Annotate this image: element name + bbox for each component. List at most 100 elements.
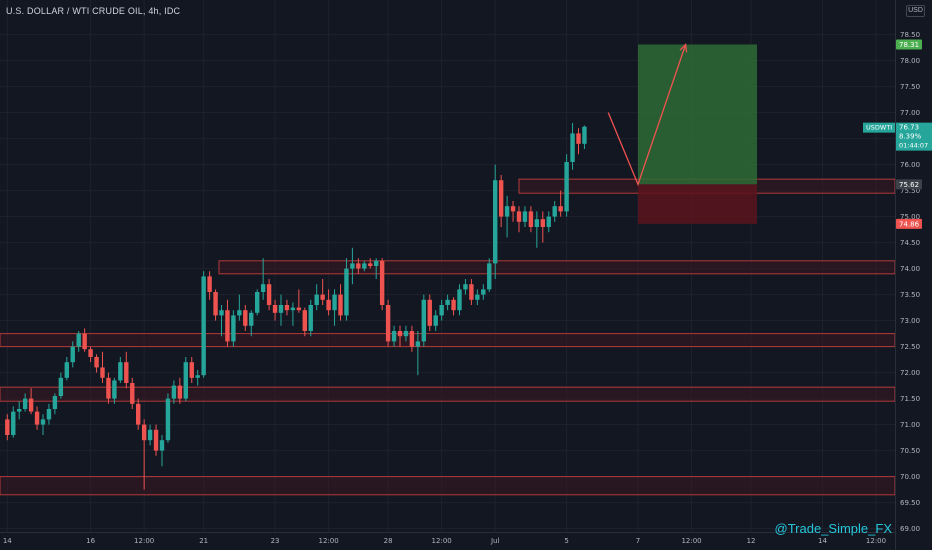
time-axis-tick: 7 [636, 537, 640, 545]
price-label-box [896, 39, 922, 50]
time-axis-tick: 12:00 [134, 537, 154, 545]
candle-body [368, 263, 373, 266]
candle-body [255, 292, 260, 313]
candle-body [570, 133, 575, 162]
price-axis-tick: 73.00 [900, 317, 920, 325]
candle-body [189, 362, 194, 378]
candle-body [391, 331, 397, 342]
candle-body [213, 292, 218, 316]
time-axis-tick: 12:00 [866, 537, 886, 545]
candle-body [326, 299, 331, 311]
candle-body [171, 385, 177, 399]
candle-body [546, 216, 551, 227]
price-label-box [896, 179, 922, 190]
candle-body [510, 206, 516, 212]
candle-body [28, 398, 34, 412]
candle-body [516, 211, 522, 222]
candle-body [153, 429, 159, 451]
symbol-tag-text: USDWTI [866, 124, 892, 132]
candle-body [100, 367, 105, 378]
candle-body [243, 310, 248, 326]
candle-body [219, 310, 224, 316]
loss-zone [638, 184, 757, 224]
candle-body [249, 312, 254, 326]
candle-body [11, 411, 16, 435]
candle-body [445, 299, 450, 305]
candle-body [296, 307, 302, 311]
candle-body [475, 294, 480, 300]
candle-body [165, 398, 171, 441]
candle-body [433, 315, 438, 326]
candle-body [106, 377, 111, 399]
candle-body [34, 411, 40, 425]
candle-body [338, 294, 343, 316]
candle-body [558, 206, 563, 212]
price-axis-tick: 71.00 [900, 421, 920, 429]
candle-body [421, 299, 426, 342]
candle-body [260, 284, 266, 292]
candle-body [493, 180, 498, 264]
watermark-text: @Trade_Simple_FX [774, 521, 892, 536]
support-resistance-zone [0, 476, 896, 496]
time-axis-tick: 12:00 [319, 537, 339, 545]
time-axis-tick: 28 [384, 537, 393, 545]
candle-body [540, 219, 545, 227]
candle-body [451, 299, 456, 311]
price-axis-tick: 78.00 [900, 57, 920, 65]
candle-body [374, 260, 379, 266]
bar-countdown: 01:44:07 [899, 142, 928, 150]
price-axis-tick: 71.50 [900, 395, 920, 403]
candle-body [487, 263, 492, 290]
candle-body [52, 396, 58, 409]
candle-body [58, 377, 64, 396]
currency-badge[interactable]: USD [906, 5, 925, 17]
candle-body [332, 294, 337, 311]
candle-body [403, 331, 409, 337]
candle-body [481, 289, 486, 295]
support-resistance-zone [0, 333, 896, 348]
candle-body [439, 305, 444, 316]
candle-body [177, 385, 183, 399]
time-axis-tick: 23 [271, 537, 280, 545]
symbol-title[interactable]: U.S. DOLLAR / WTI CRUDE OIL, 4h, IDC [6, 6, 181, 16]
candle-body [159, 440, 165, 451]
candle-body [397, 331, 403, 337]
candle-body [147, 429, 153, 441]
candle-body [272, 305, 278, 313]
candle-body [225, 310, 230, 342]
price-axis: 78.5078.0077.5077.0076.5076.0075.5075.00… [900, 31, 920, 533]
candle-body [409, 331, 415, 347]
candle-body [314, 294, 319, 305]
candle-body [362, 263, 367, 269]
candle-body [195, 375, 200, 378]
candle-body [141, 424, 147, 441]
time-axis-tick: Jul [490, 537, 500, 545]
candle-body [70, 346, 75, 363]
candle-body [344, 268, 349, 316]
candle-body [40, 419, 46, 425]
candle-body [266, 284, 272, 305]
candle-body [522, 211, 528, 222]
candle-body [207, 276, 212, 292]
candle-body [5, 419, 10, 435]
candle-body [124, 362, 129, 383]
candle-body [350, 263, 355, 269]
price-axis-tick: 77.50 [900, 83, 920, 91]
candle-body [498, 180, 504, 217]
candle-body [112, 380, 117, 399]
time-axis-tick: 16 [86, 537, 95, 545]
candle-body [385, 305, 391, 342]
price-axis-tick: 76.00 [900, 161, 920, 169]
candle-body [290, 307, 296, 311]
price-axis-tick: 78.50 [900, 31, 920, 39]
price-label-text: 78.31 [899, 41, 919, 49]
candle-body [94, 357, 99, 368]
time-axis-tick: 5 [564, 537, 568, 545]
price-axis-tick: 72.00 [900, 369, 920, 377]
time-axis-tick: 12 [747, 537, 756, 545]
candle-body [582, 126, 587, 144]
symbol-tag [863, 122, 895, 133]
candle-body [88, 349, 93, 357]
